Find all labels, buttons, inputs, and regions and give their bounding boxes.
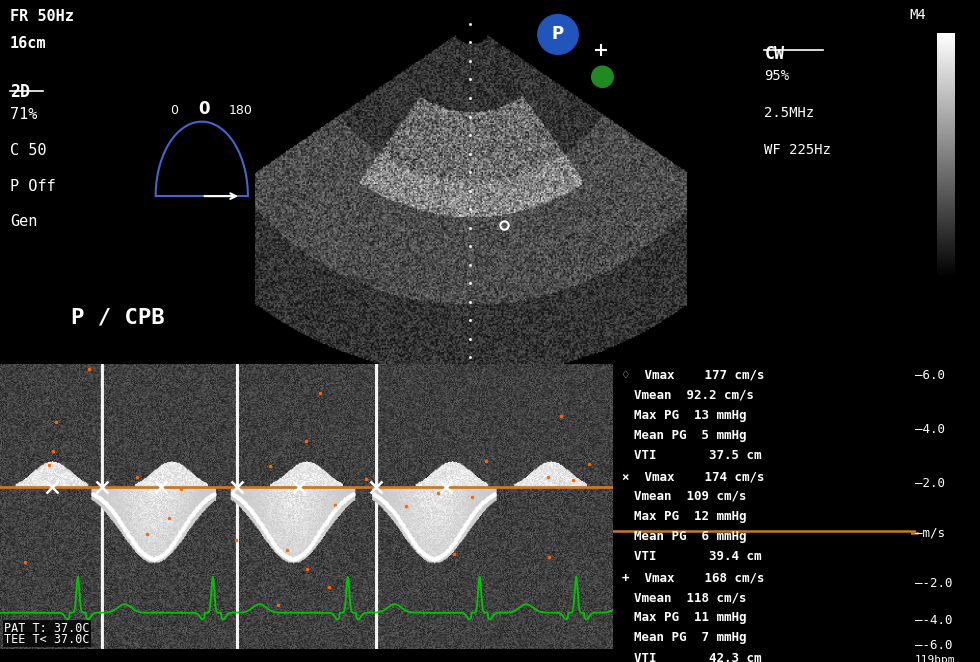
Text: Max PG  12 mmHg: Max PG 12 mmHg — [634, 510, 746, 523]
Text: M4: M4 — [908, 8, 926, 22]
Text: TEE T< 37.0C: TEE T< 37.0C — [4, 633, 89, 646]
Text: 16cm: 16cm — [10, 36, 46, 51]
Text: Max PG  11 mmHg: Max PG 11 mmHg — [634, 611, 746, 624]
Text: —-2.0: —-2.0 — [915, 577, 953, 590]
Text: —6.0: —6.0 — [915, 369, 945, 382]
Circle shape — [538, 15, 578, 54]
Text: P / CPB: P / CPB — [71, 308, 165, 328]
Text: FR 50Hz: FR 50Hz — [10, 9, 74, 24]
Text: —4.0: —4.0 — [915, 423, 945, 436]
Text: —-6.0: —-6.0 — [915, 639, 953, 653]
Text: C 50: C 50 — [10, 143, 46, 158]
Text: Mean PG  6 mmHg: Mean PG 6 mmHg — [634, 530, 746, 543]
Text: Vmean  92.2 cm/s: Vmean 92.2 cm/s — [634, 389, 754, 402]
Text: 119bpm: 119bpm — [915, 655, 956, 662]
Text: 71%: 71% — [10, 107, 37, 122]
Text: PAT T: 37.0C: PAT T: 37.0C — [4, 622, 89, 635]
Text: ×  Vmax    174 cm/s: × Vmax 174 cm/s — [621, 470, 764, 483]
Text: 2D: 2D — [10, 83, 29, 101]
Text: VTI       37.5 cm: VTI 37.5 cm — [634, 449, 761, 461]
Text: Mean PG  7 mmHg: Mean PG 7 mmHg — [634, 631, 746, 644]
Text: P: P — [552, 25, 564, 44]
Text: Vmean  109 cm/s: Vmean 109 cm/s — [634, 490, 746, 503]
Text: —2.0: —2.0 — [915, 477, 945, 490]
Circle shape — [592, 66, 613, 87]
Text: Mean PG  5 mmHg: Mean PG 5 mmHg — [634, 429, 746, 442]
Text: CW: CW — [764, 45, 784, 63]
Text: 0: 0 — [171, 104, 178, 117]
Text: Max PG  13 mmHg: Max PG 13 mmHg — [634, 409, 746, 422]
Text: 180: 180 — [229, 104, 253, 117]
Text: 95%: 95% — [764, 69, 790, 83]
Text: Gen: Gen — [10, 214, 37, 230]
Text: VTI       39.4 cm: VTI 39.4 cm — [634, 549, 761, 563]
Text: 0: 0 — [198, 100, 210, 118]
Text: +  Vmax    168 cm/s: + Vmax 168 cm/s — [621, 571, 764, 584]
Text: WF 225Hz: WF 225Hz — [764, 143, 831, 157]
Text: ♢  Vmax    177 cm/s: ♢ Vmax 177 cm/s — [621, 369, 764, 382]
Text: 2.5MHz: 2.5MHz — [764, 106, 814, 120]
Text: P Off: P Off — [10, 179, 56, 194]
Text: VTI       42.3 cm: VTI 42.3 cm — [634, 652, 761, 662]
Text: —m/s: —m/s — [915, 527, 945, 540]
Text: Vmean  118 cm/s: Vmean 118 cm/s — [634, 591, 746, 604]
Text: —-4.0: —-4.0 — [915, 614, 953, 627]
